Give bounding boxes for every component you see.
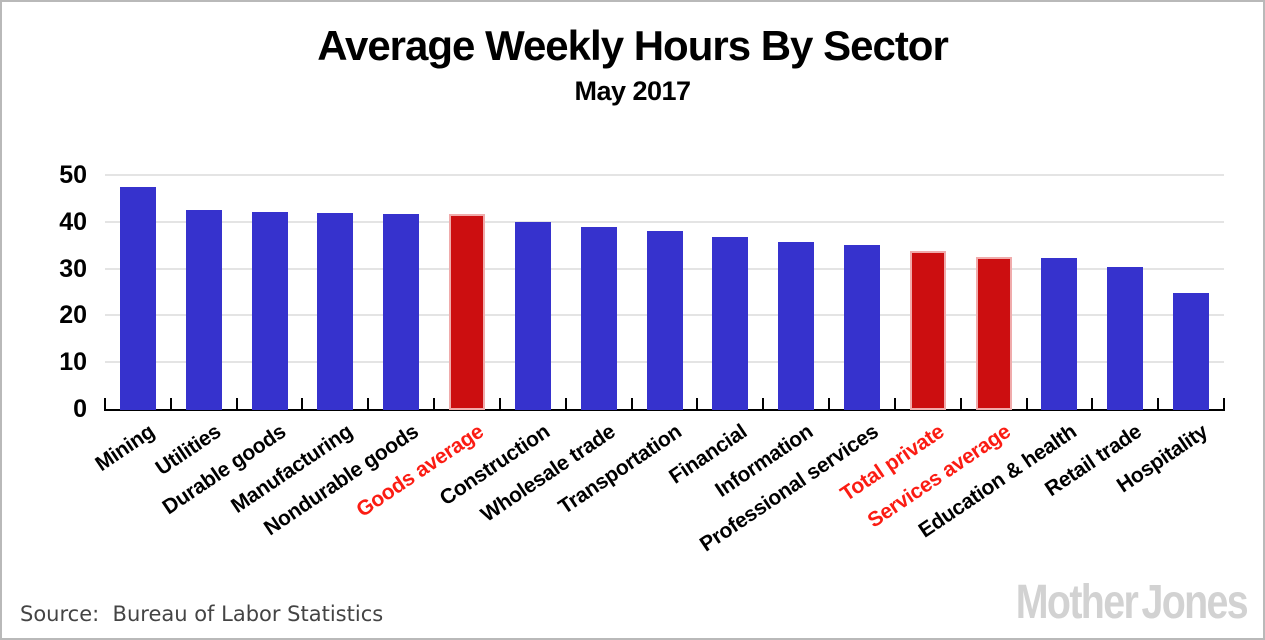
- bar: [119, 187, 156, 410]
- y-tick-label: 40: [59, 207, 87, 236]
- x-axis-tick: [367, 398, 370, 409]
- x-axis-tick: [959, 398, 962, 409]
- category-label: Mining: [91, 420, 159, 476]
- gridline: [105, 220, 1224, 223]
- gridline: [105, 174, 1224, 176]
- x-axis-tick: [696, 398, 699, 409]
- bar: [1041, 258, 1078, 410]
- x-axis-tick: [1157, 398, 1160, 409]
- y-tick-label: 50: [59, 161, 87, 189]
- plot-area: [104, 174, 1225, 411]
- x-axis-tick: [1223, 398, 1225, 409]
- brand-logo: Mother Jones: [1015, 576, 1249, 629]
- x-axis-tick: [762, 398, 765, 409]
- x-axis-line: [104, 409, 1225, 411]
- x-axis-tick: [104, 398, 106, 409]
- chart-title: Average Weekly Hours By Sector: [317, 22, 949, 69]
- bar: [317, 212, 354, 410]
- bar: [843, 244, 880, 410]
- y-tick-label: 10: [59, 348, 87, 377]
- bar: [383, 213, 420, 410]
- bar: [185, 209, 222, 410]
- chart-subtitle: May 2017: [574, 76, 691, 106]
- x-axis-tick: [235, 398, 238, 409]
- bar: [712, 236, 749, 410]
- x-axis-tick: [1091, 398, 1094, 409]
- y-tick-label: 30: [59, 254, 87, 283]
- x-axis-tick: [433, 398, 436, 409]
- bar: [580, 227, 617, 410]
- bar-highlighted: [975, 256, 1012, 410]
- x-axis-tick: [301, 398, 304, 409]
- bar: [514, 222, 551, 410]
- x-axis-tick: [630, 398, 633, 409]
- x-axis-tick: [893, 398, 896, 409]
- x-axis-tick: [498, 398, 501, 409]
- bar: [778, 242, 815, 410]
- source-note: Source: Bureau of Labor Statistics: [20, 602, 384, 626]
- bar: [251, 211, 288, 410]
- y-tick-label: 0: [73, 395, 87, 423]
- x-axis-tick: [564, 398, 567, 409]
- bar-highlighted: [449, 214, 486, 410]
- bar: [646, 230, 683, 410]
- bar-highlighted: [909, 250, 946, 410]
- bar: [1107, 267, 1144, 410]
- x-axis-tick: [828, 398, 831, 409]
- x-axis-tick: [169, 398, 172, 409]
- y-tick-label: 20: [59, 301, 87, 330]
- bar: [1173, 293, 1210, 410]
- x-axis-tick: [1025, 398, 1028, 409]
